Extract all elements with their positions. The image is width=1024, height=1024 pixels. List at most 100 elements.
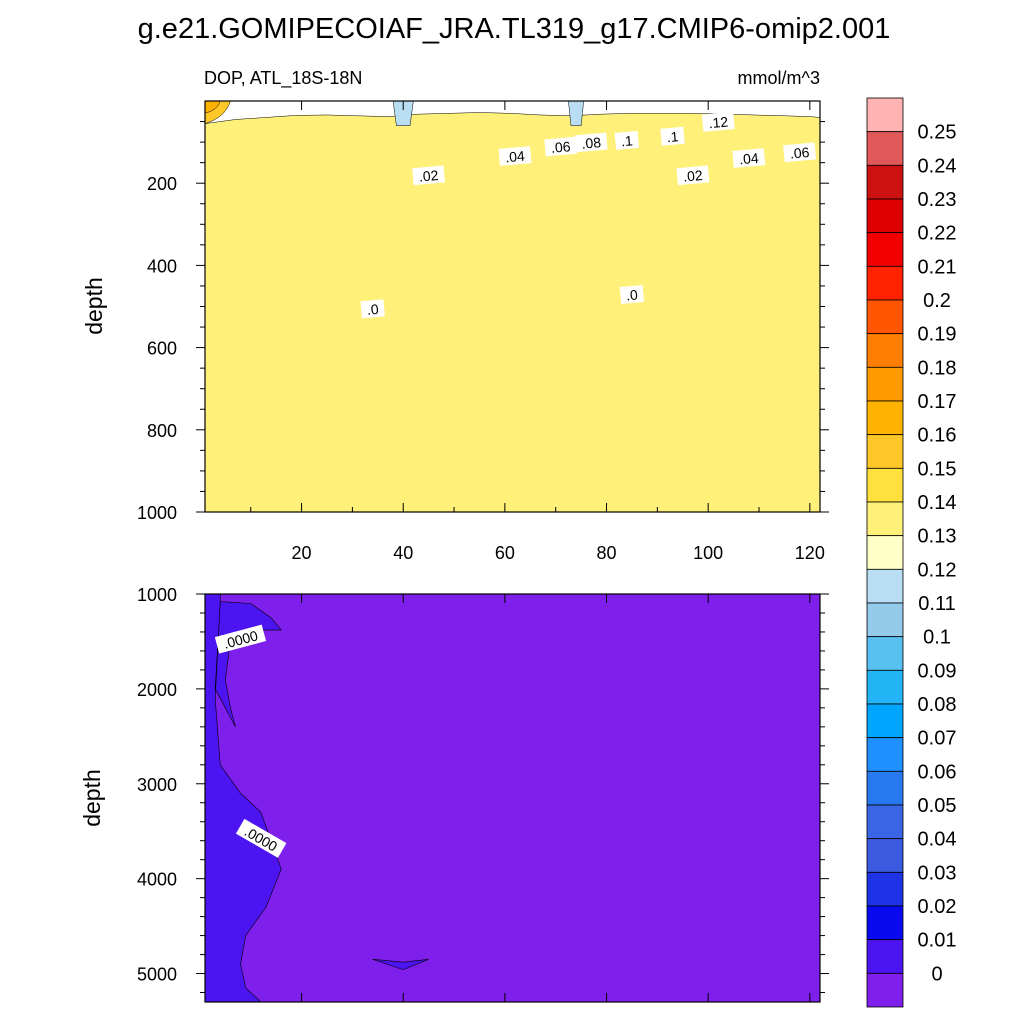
- colorbar-label: 0.02: [918, 896, 957, 918]
- upper-contour-label-text: .02: [418, 167, 439, 185]
- upper-contour-label: .02: [676, 165, 710, 186]
- upper-axes: 20 40 60 80 100 120 200 400 600 800 1000: [137, 101, 829, 563]
- upper-contour-label: .04: [732, 148, 766, 168]
- upper-contour-label: .1: [614, 130, 640, 150]
- colorbar-label: 0.22: [918, 223, 957, 245]
- lower-plot-area: [205, 594, 820, 1002]
- colorbar-swatch: [866, 871, 904, 907]
- colorbar-swatch: [866, 434, 904, 469]
- colorbar-label: 0.06: [918, 761, 957, 783]
- colorbar-swatch: [866, 97, 904, 133]
- colorbar-swatch: [866, 939, 904, 974]
- colorbar-label: 0.13: [918, 526, 957, 548]
- upper-contour-label: .08: [574, 132, 608, 153]
- upper-contour-label-box: [660, 126, 685, 146]
- upper-x-tick-label: 20: [292, 543, 312, 563]
- colorbar-swatch: [866, 737, 904, 772]
- colorbar-swatch: [866, 804, 904, 840]
- lower-background-fill: [205, 594, 820, 1002]
- upper-contour-label: .06: [544, 136, 578, 157]
- colorbar-swatch: [866, 905, 904, 941]
- lower-frame: [204, 593, 821, 1003]
- lower-y-tick-label: 3000: [137, 775, 177, 795]
- lower-y-tick-label: 2000: [137, 680, 177, 700]
- upper-y-tick-label: 600: [147, 339, 177, 359]
- colorbar-swatch: [866, 535, 904, 570]
- upper-contour-label-box: [783, 142, 817, 163]
- upper-contour-label-text: .1: [666, 128, 679, 145]
- colorbar-label: 0.08: [918, 694, 957, 716]
- colorbar-swatch: [866, 232, 904, 267]
- upper-contour-label: .1: [660, 126, 685, 146]
- colorbar-label: 0.09: [918, 660, 957, 682]
- upper-contour-label-box: [676, 165, 710, 186]
- colorbar-swatch: [866, 972, 904, 1008]
- upper-contour-label: .12: [701, 112, 735, 132]
- upper-units: mmol/m^3: [738, 68, 820, 88]
- upper-y-axis-title: depth: [81, 277, 107, 335]
- lower-y-tick-label: 4000: [137, 870, 177, 890]
- upper-surface-intrusion-1: [392, 101, 414, 126]
- colorbar-swatch: [866, 568, 904, 604]
- upper-contour-label-text: .0: [625, 286, 638, 303]
- lower-y-axis-title: depth: [79, 769, 105, 827]
- upper-contour-label-box: [574, 132, 608, 153]
- colorbar-swatch: [866, 299, 904, 335]
- colorbar-swatch: [866, 265, 904, 301]
- upper-x-tick-label: 60: [495, 543, 515, 563]
- upper-contour-label-text: .06: [789, 144, 810, 162]
- upper-contour-labels: .12 .1 .1 .08 .06 .04 .02 .0 .0 .02 .04 .06: [360, 112, 817, 319]
- upper-x-tick-label: 100: [693, 543, 723, 563]
- colorbar-label: 0.18: [918, 357, 957, 379]
- colorbar-label: 0.12: [918, 559, 957, 581]
- colorbar-swatch: [866, 636, 904, 671]
- upper-x-tick-label: 120: [795, 543, 825, 563]
- colorbar-label: 0.11: [918, 593, 955, 615]
- upper-contour-label-box: [360, 299, 385, 319]
- upper-y-tick-label: 200: [147, 174, 177, 194]
- colorbar: 0.25 0.24 0.23 0.22 0.21 0.2 0.19 0.18 0.17 0.16 0…: [866, 97, 957, 1008]
- colorbar-label: 0: [931, 963, 942, 985]
- colorbar-label: 0.2: [923, 290, 951, 312]
- colorbar-label: 0.17: [918, 391, 957, 413]
- upper-x-tick-label: 40: [393, 543, 413, 563]
- upper-y-tick-label: 400: [147, 256, 177, 276]
- upper-contour-label-text: .02: [683, 167, 704, 185]
- upper-contour-label: .0: [360, 299, 385, 319]
- colorbar-swatch: [866, 400, 904, 436]
- upper-contour-label-text: .04: [505, 148, 526, 166]
- upper-contour-label-text: .04: [738, 150, 759, 168]
- upper-contour-label-box: [619, 285, 645, 304]
- upper-contour-label-text: .1: [620, 132, 633, 149]
- lower-region-2: [372, 959, 429, 971]
- upper-subtitle: DOP, ATL_18S-18N: [204, 68, 362, 89]
- upper-contour-label-box: [412, 165, 446, 186]
- colorbar-swatch: [866, 669, 904, 705]
- colorbar-swatch: [866, 198, 904, 234]
- upper-contour-label-box: [544, 136, 578, 157]
- colorbar-label: 0.01: [918, 930, 957, 952]
- upper-surface-intrusion-2: [568, 101, 584, 126]
- lower-axes: 1000 2000 3000 4000 5000: [137, 585, 829, 1002]
- lower-y-tick-label: 5000: [137, 965, 177, 985]
- colorbar-label: 0.19: [918, 324, 957, 346]
- upper-panel: DOP, ATL_18S-18N mmol/m^3 20 40 60 80 100 120…: [81, 68, 829, 563]
- colorbar-swatch: [866, 467, 904, 503]
- colorbar-swatch: [866, 838, 904, 873]
- colorbar-swatch: [866, 164, 904, 200]
- upper-y-tick-label: 1000: [137, 503, 177, 523]
- colorbar-swatch: [866, 602, 904, 638]
- colorbar-label: 0.21: [918, 256, 957, 278]
- upper-contour-label-box: [701, 112, 735, 132]
- upper-contour-label-text: .12: [708, 114, 729, 132]
- figure-title: g.e21.GOMIPECOIAF_JRA.TL319_g17.CMIP6-om…: [138, 13, 891, 45]
- colorbar-label: 0.16: [918, 425, 957, 447]
- upper-band-0.13: [205, 112, 820, 512]
- upper-plot-area: [205, 101, 820, 512]
- upper-y-tick-label: 800: [147, 421, 177, 441]
- upper-contour-label: .02: [412, 165, 446, 186]
- colorbar-swatch: [866, 770, 904, 806]
- lower-contour-label-box: [235, 818, 287, 858]
